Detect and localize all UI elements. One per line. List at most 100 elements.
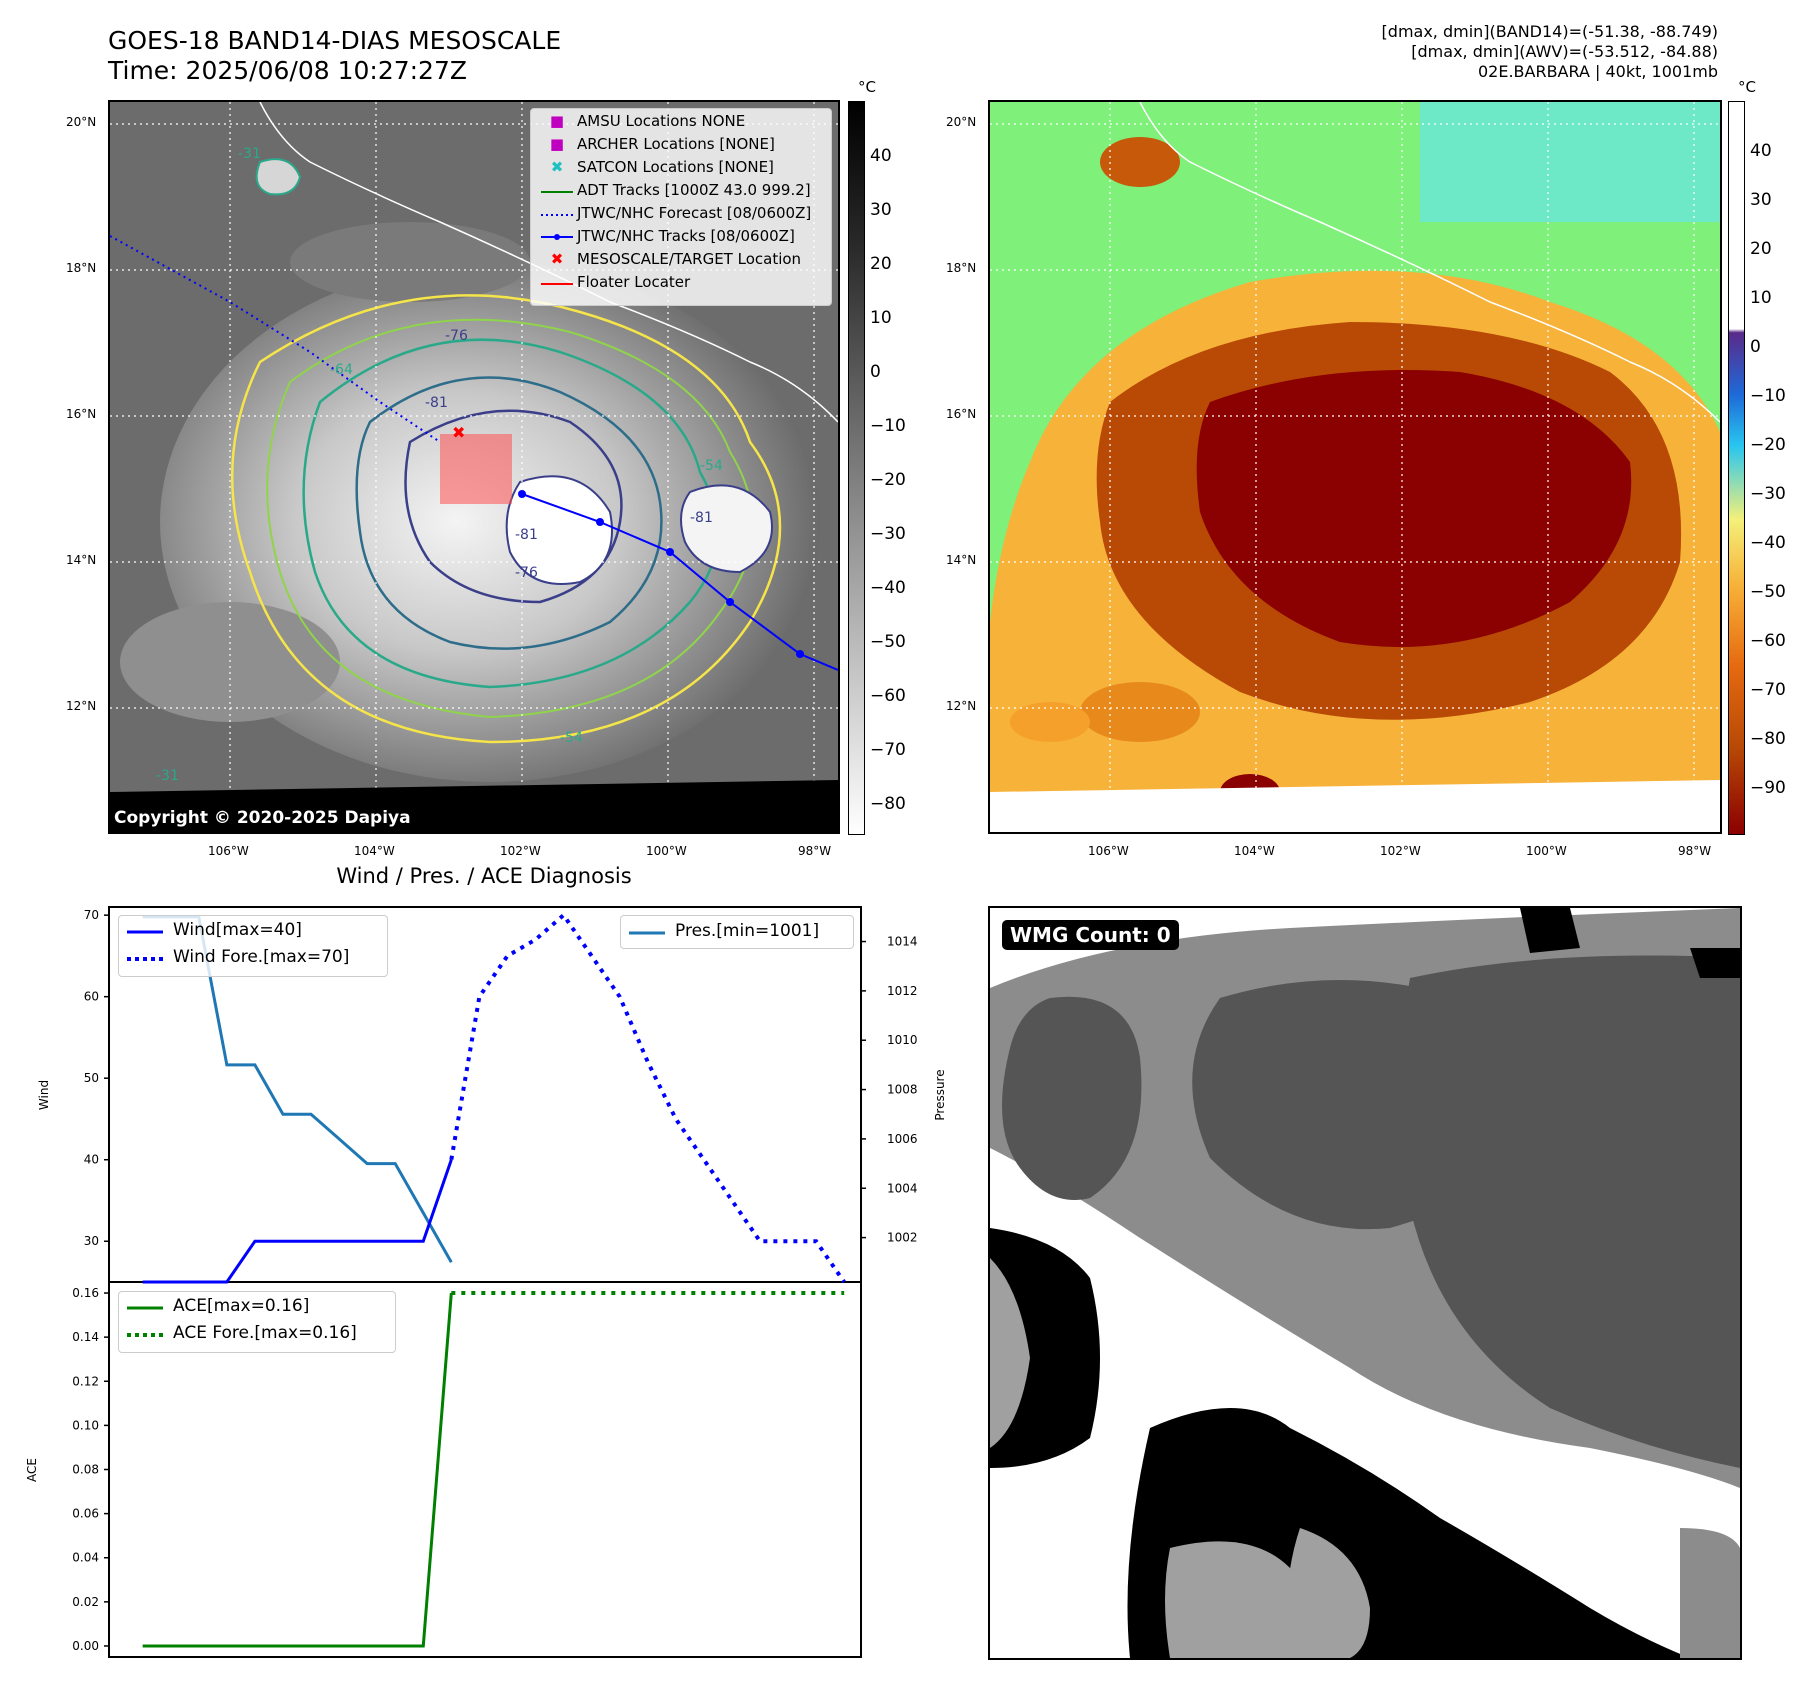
pressure-axis-label: Pressure	[933, 1069, 947, 1120]
colorbar-tick: −30	[1750, 484, 1786, 504]
colorbar-tick: 10	[870, 308, 892, 328]
wind-tick-label: 40	[84, 1153, 99, 1167]
legend-marker-icon: ■	[549, 134, 565, 153]
contour-label: -54	[700, 458, 723, 474]
info-line-3: 02E.BARBARA | 40kt, 1001mb	[1477, 62, 1718, 81]
ace-axis-label: ACE	[25, 1458, 39, 1482]
contour-label: -54	[560, 730, 583, 746]
pressure-tick-label: 1014	[887, 935, 918, 949]
colorbar-tick: 40	[870, 146, 892, 166]
colorbar-tick: −10	[870, 416, 906, 436]
pressure-legend: Pres.[min=1001]	[620, 915, 854, 949]
legend-dotted-line-icon	[537, 204, 577, 222]
lon-label: 102°W	[1380, 844, 1421, 858]
series-line-wind-fore	[449, 912, 846, 1284]
pressure-tick-label: 1002	[887, 1231, 918, 1245]
colorbar-tick: 20	[870, 254, 892, 274]
lat-label: 20°N	[66, 115, 97, 129]
pressure-tick-label: 1008	[887, 1083, 918, 1097]
lat-label: 12°N	[946, 699, 977, 713]
colorbar-tick: −40	[870, 578, 906, 598]
lat-label: 16°N	[946, 407, 977, 421]
ace-tick-label: 0.10	[72, 1418, 99, 1432]
legend-item: ■ ARCHER Locations [NONE]	[531, 132, 831, 155]
ace-tick-label: 0.12	[72, 1374, 99, 1388]
ir-map-panel: ✖ -76 -81 -81 -76 -81 -54 -54 -31 -31 -6…	[108, 100, 840, 834]
colorbar-tick: −40	[1750, 533, 1786, 553]
colorbar-tick: −90	[1750, 778, 1786, 798]
legend-line-icon	[537, 273, 577, 291]
lon-label: 104°W	[1234, 844, 1275, 858]
lon-label: 102°W	[500, 844, 541, 858]
colorbar-tick: 0	[1750, 337, 1761, 357]
lon-label: 98°W	[798, 844, 832, 858]
colorbar-tick: −20	[870, 470, 906, 490]
wmg-count-badge: WMG Count: 0	[1002, 920, 1179, 950]
colorbar-unit: °C	[858, 78, 876, 96]
legend-item: ✖ MESOSCALE/TARGET Location	[531, 247, 831, 270]
lat-label: 12°N	[66, 699, 97, 713]
wind-tick-label: 30	[84, 1234, 99, 1248]
contour-label: -76	[515, 565, 538, 581]
lon-label: 100°W	[1526, 844, 1567, 858]
svg-text:✖: ✖	[452, 423, 465, 442]
contour-label: -31	[238, 146, 261, 162]
legend-item: ✖ SATCON Locations [NONE]	[531, 155, 831, 178]
lat-label: 14°N	[946, 553, 977, 567]
wind-y-ticks: 70 60 50 40 30	[84, 908, 109, 1248]
lon-label: 100°W	[646, 844, 687, 858]
colorbar-unit: °C	[1738, 78, 1756, 96]
info-line-1: [dmax, dmin](BAND14)=(-51.38, -88.749)	[1381, 22, 1718, 41]
legend-item: JTWC/NHC Tracks [08/0600Z]	[531, 224, 831, 247]
colorbar-tick: −50	[870, 632, 906, 652]
colorbar-tick: −80	[870, 794, 906, 814]
wmg-panel: WMG Count: 0	[988, 906, 1742, 1660]
legend-line-icon	[627, 921, 667, 941]
legend-dotted-line-icon	[125, 1323, 165, 1343]
wind-axis-label: Wind	[37, 1080, 51, 1110]
legend-item: Floater Locater	[531, 270, 831, 293]
legend-item: Pres.[min=1001]	[621, 916, 853, 946]
pressure-tick-label: 1004	[887, 1181, 918, 1195]
legend-item: JTWC/NHC Forecast [08/0600Z]	[531, 201, 831, 224]
colorbar-tick: −60	[870, 686, 906, 706]
ace-tick-label: 0.08	[72, 1463, 99, 1477]
colorbar-tick: 20	[1750, 239, 1772, 259]
pressure-tick-label: 1012	[887, 984, 918, 998]
wind-tick-label: 50	[84, 1071, 99, 1085]
colorbar-tick: −50	[1750, 582, 1786, 602]
contour-label: -81	[425, 395, 448, 411]
lat-label: 16°N	[66, 407, 97, 421]
wind-legend: Wind[max=40] Wind Fore.[max=70]	[118, 915, 388, 977]
colorbar-tick: −70	[1750, 680, 1786, 700]
awv-map-panel	[988, 100, 1722, 834]
pressure-tick-label: 1010	[887, 1033, 918, 1047]
series-line-ace	[142, 1292, 453, 1648]
wmg-image	[990, 908, 1740, 1658]
colorbar-tick: −60	[1750, 631, 1786, 651]
pressure-tick-label: 1006	[887, 1132, 918, 1146]
contour-label: -31	[156, 768, 179, 784]
legend-item: Wind[max=40]	[119, 916, 387, 943]
awv-map-image	[990, 102, 1720, 832]
lon-label: 98°W	[1678, 844, 1712, 858]
title-line-2: Time: 2025/06/08 10:27:27Z	[108, 56, 467, 85]
title-line-1: GOES-18 BAND14-DIAS MESOSCALE	[108, 26, 562, 55]
awv-colorbar	[1728, 101, 1745, 835]
colorbar-tick: −70	[870, 740, 906, 760]
legend-line-icon	[125, 1296, 165, 1316]
pressure-y-ticks: 1014 1012 1010 1008 1006 1004 1002	[861, 935, 918, 1245]
legend-marker-icon: ■	[549, 111, 565, 130]
wind-tick-label: 70	[84, 908, 99, 922]
lon-label: 106°W	[208, 844, 249, 858]
series-line-wind	[142, 1159, 453, 1284]
lat-label: 20°N	[946, 115, 977, 129]
lat-label: 18°N	[946, 261, 977, 275]
ace-legend: ACE[max=0.16] ACE Fore.[max=0.16]	[118, 1291, 396, 1353]
ace-series	[142, 1291, 845, 1648]
intensity-info: [dmax, dmin](BAND14)=(-51.38, -88.749) […	[1118, 22, 1718, 82]
legend-item: Wind Fore.[max=70]	[119, 943, 387, 970]
colorbar-tick: 0	[870, 362, 881, 382]
contour-label: -81	[690, 510, 713, 526]
legend-item: ACE[max=0.16]	[119, 1292, 395, 1319]
